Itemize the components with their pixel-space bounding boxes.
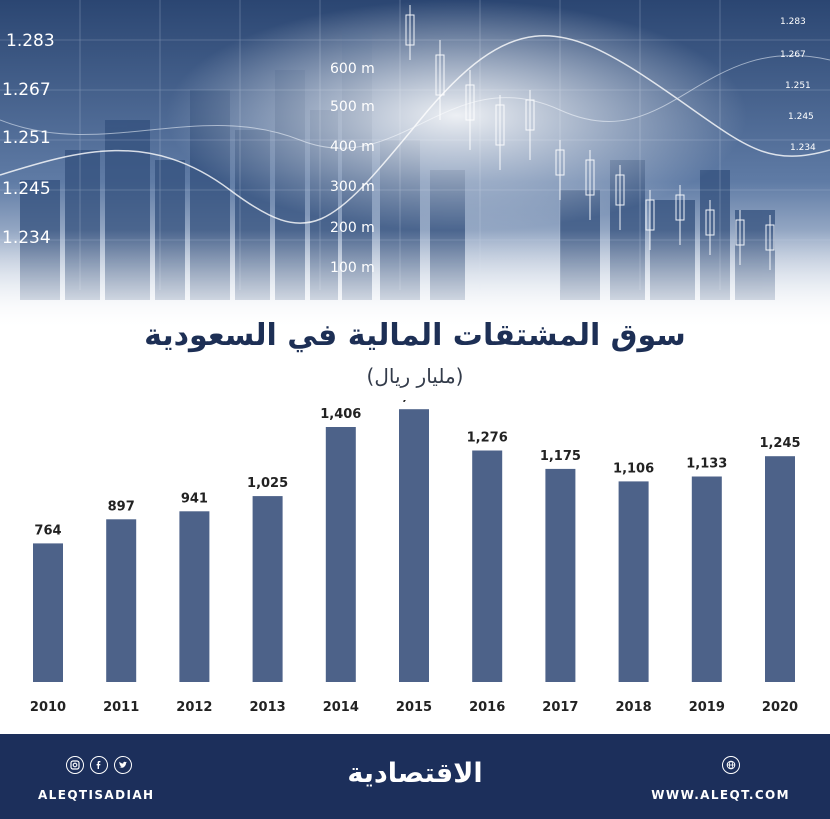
data-label-2015: 1,504	[393, 400, 434, 404]
height-scale: 600 m 500 m 400 m 300 m 200 m 100 m	[330, 61, 375, 276]
bar-2018	[618, 481, 649, 682]
height-scale-label: 300 m	[330, 179, 375, 195]
height-scale-label: 600 m	[330, 61, 375, 77]
data-label-2018: 1,106	[613, 461, 654, 476]
right-scale-label: 1.245	[788, 112, 814, 122]
left-scale-label: 1.245	[2, 179, 51, 199]
bar-2011	[106, 519, 137, 682]
bar-2012	[179, 511, 210, 682]
bar-2017	[545, 468, 576, 682]
left-scale-label: 1.234	[2, 228, 51, 248]
x-tick-2012: 2012	[176, 700, 212, 715]
height-scale-label: 500 m	[330, 99, 375, 115]
bar-chart: 764 2010 897 2011 941 2012 1,025 2013 1,406 2014 1…	[30, 400, 801, 715]
data-label-2011: 897	[108, 499, 135, 514]
x-tick-2020: 2020	[762, 700, 798, 715]
x-tick-2017: 2017	[542, 700, 578, 715]
social-icons	[66, 756, 132, 774]
x-tick-2015: 2015	[396, 700, 432, 715]
city-finance-banner: 1.283 1.267 1.251 1.245 1.234 600 m 500 …	[0, 0, 830, 330]
right-scale-label: 1.283	[780, 17, 806, 27]
x-tick-2019: 2019	[689, 700, 725, 715]
data-label-2016: 1,276	[467, 431, 508, 446]
right-price-scale: 1.283 1.267 1.251 1.245 1.234	[780, 17, 816, 153]
right-scale-label: 1.234	[790, 143, 816, 153]
bar-2019	[691, 476, 722, 682]
data-label-2017: 1,175	[540, 449, 581, 464]
globe-icon	[722, 756, 740, 774]
bar-2014	[325, 427, 356, 682]
data-label-2020: 1,245	[759, 436, 800, 451]
social-handle[interactable]: ALEQTISADIAH	[38, 788, 155, 802]
bar-2016	[472, 450, 503, 682]
x-tick-2016: 2016	[469, 700, 505, 715]
data-label-2019: 1,133	[686, 457, 727, 472]
data-label-2012: 941	[181, 491, 208, 506]
bar-2020	[765, 456, 795, 682]
x-tick-2010: 2010	[30, 700, 66, 715]
bar-2013	[252, 496, 283, 682]
height-scale-label: 400 m	[330, 139, 375, 155]
x-tick-2018: 2018	[616, 700, 652, 715]
twitter-icon[interactable]	[114, 756, 132, 774]
x-tick-2011: 2011	[103, 700, 139, 715]
left-scale-label: 1.283	[6, 31, 55, 51]
left-scale-label: 1.251	[2, 128, 51, 148]
data-label-2013: 1,025	[247, 476, 288, 491]
website-link[interactable]: WWW.ALEQT.COM	[651, 788, 790, 802]
right-scale-label: 1.251	[785, 81, 811, 91]
footer: ALEQTISADIAH الاقتصادية WWW.ALEQT.COM	[0, 734, 830, 819]
height-scale-label: 100 m	[330, 260, 375, 276]
brand-logo: الاقتصادية	[347, 758, 483, 789]
facebook-icon[interactable]	[90, 756, 108, 774]
left-scale-label: 1.267	[2, 80, 51, 100]
left-price-scale: 1.283 1.267 1.251 1.245 1.234	[2, 31, 55, 248]
chart-title: سوق المشتقات المالية في السعودية	[144, 318, 686, 353]
data-label-2014: 1,406	[320, 407, 361, 422]
x-tick-2014: 2014	[323, 700, 359, 715]
bar-2010	[33, 543, 63, 682]
data-label-2010: 764	[34, 523, 61, 538]
chart-subtitle: (مليار ريال)	[366, 364, 464, 388]
height-scale-label: 200 m	[330, 220, 375, 236]
bar-2015	[399, 409, 429, 682]
right-scale-label: 1.267	[780, 50, 806, 60]
instagram-icon[interactable]	[66, 756, 84, 774]
x-tick-2013: 2013	[250, 700, 286, 715]
